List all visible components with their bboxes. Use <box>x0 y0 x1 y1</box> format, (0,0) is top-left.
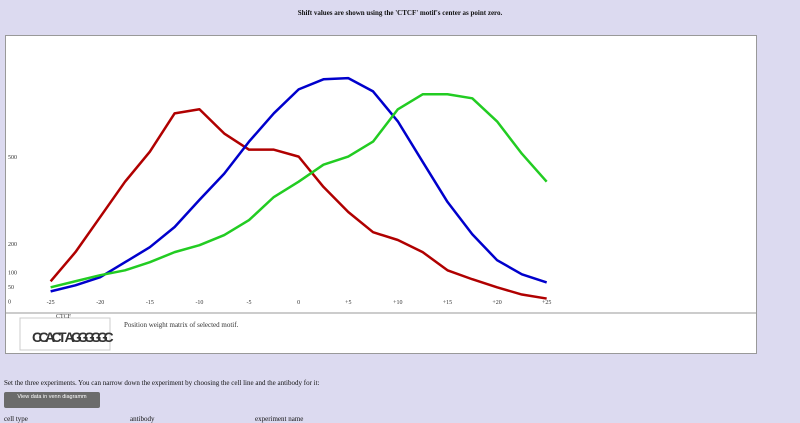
x-tick-label: -5 <box>247 300 252 306</box>
series-line <box>50 93 548 289</box>
x-tick-label: -25 <box>47 300 55 306</box>
motif-letter: C <box>52 329 62 345</box>
y-tick-label: 200 <box>8 242 17 248</box>
x-tick-label: -10 <box>195 300 203 306</box>
plot: 0 50 100 200 500 -25 -20 -15 -10 -5 0 +5 +10 +15 +20 +2… <box>8 76 551 306</box>
motif-letter: A <box>65 329 75 345</box>
column-header: experiment name <box>255 415 304 423</box>
motif-letter: C <box>39 329 49 345</box>
motif-letter: G <box>91 329 102 345</box>
motif-letter: C <box>32 329 42 345</box>
x-tick-label: 0 <box>297 300 300 306</box>
x-tick-label: +25 <box>542 300 551 306</box>
x-tick-label: +5 <box>345 300 351 306</box>
motif-letter: C <box>104 329 114 345</box>
motif-panel: CTCF Position weight matrix of selected … <box>19 314 239 351</box>
x-tick-label: +10 <box>393 300 402 306</box>
y-tick-label: 50 <box>8 285 14 291</box>
series-line <box>50 76 548 293</box>
title: Shift values are shown using the 'CTCF' … <box>297 9 503 17</box>
x-tick-label: +15 <box>443 300 452 306</box>
column-header: antibody <box>130 415 155 423</box>
x-tick-label: -20 <box>96 300 104 306</box>
x-tick-label: +20 <box>492 300 501 306</box>
y-tick-label: 100 <box>8 271 17 277</box>
column-header: cell type <box>4 415 28 423</box>
venn-button[interactable]: View data in venn diagramm <box>4 392 100 408</box>
y-tick-label: 500 <box>8 155 17 161</box>
motif-name: CTCF <box>56 314 72 320</box>
motif-letter: G <box>71 329 82 345</box>
motif-letter: G <box>84 329 95 345</box>
instructions: Set the three experiments. You can narro… <box>4 379 320 387</box>
motif-caption: Position weight matrix of selected motif… <box>124 321 239 329</box>
motif-letter: G <box>78 329 89 345</box>
motif-logo-frame <box>19 317 111 351</box>
motif-letter: G <box>97 329 108 345</box>
motif-letter: T <box>58 329 67 345</box>
series-line <box>49 108 547 300</box>
chart: 0 50 100 200 500 -25 -20 -15 -10 -5 0 +5 +10 +15 +20 +2… <box>5 35 757 354</box>
x-tick-label: -15 <box>146 300 154 306</box>
y-tick-label: 0 <box>8 299 11 305</box>
motif-letter: A <box>45 329 55 345</box>
